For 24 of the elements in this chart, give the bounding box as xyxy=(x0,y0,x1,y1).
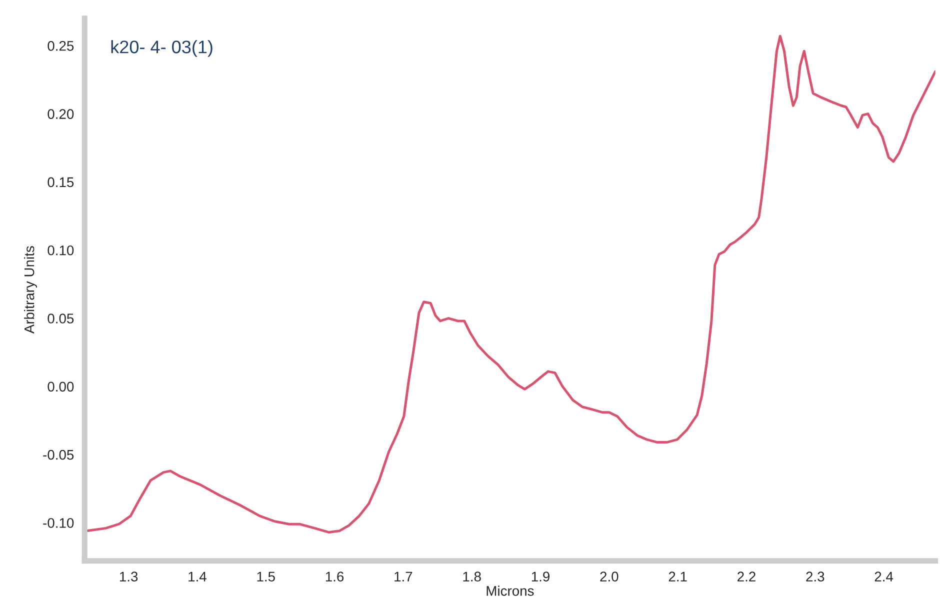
annotation: k20- 4- 03(1) xyxy=(111,40,212,57)
line-series xyxy=(85,34,936,534)
x-tick-label: 2.1 xyxy=(668,572,687,582)
x-tick-label: 1.3 xyxy=(120,572,138,582)
x-tick-label: 2.0 xyxy=(600,572,618,582)
y-tick-label: -0.10 xyxy=(43,518,74,528)
y-tick-label: 0.25 xyxy=(48,40,74,51)
y-tick-label: 0.05 xyxy=(48,314,74,324)
x-tick-label: 1.8 xyxy=(463,572,481,582)
x-tick-label: 1.9 xyxy=(532,572,550,582)
y-tick-label: 0.10 xyxy=(48,245,74,256)
y-tick-label: 0.15 xyxy=(48,177,74,188)
x-tick-label: 1.7 xyxy=(394,572,412,582)
x-tick-label: 1.5 xyxy=(257,572,275,582)
x-tick-label: 2.2 xyxy=(738,572,756,582)
y-axis-title: Arbitrary Units xyxy=(24,246,37,334)
x-tick-label: 2.4 xyxy=(874,572,894,582)
y-tick-label: 0.00 xyxy=(48,382,74,392)
x-tick-label: 1.4 xyxy=(188,572,206,582)
x-tick-label: 2.3 xyxy=(806,572,824,582)
x-axis-title: Microns xyxy=(486,586,534,596)
x-tick-label: 1.6 xyxy=(326,572,344,582)
y-tick-label: 0.20 xyxy=(48,109,74,119)
y-tick-label: -0.05 xyxy=(43,450,74,460)
